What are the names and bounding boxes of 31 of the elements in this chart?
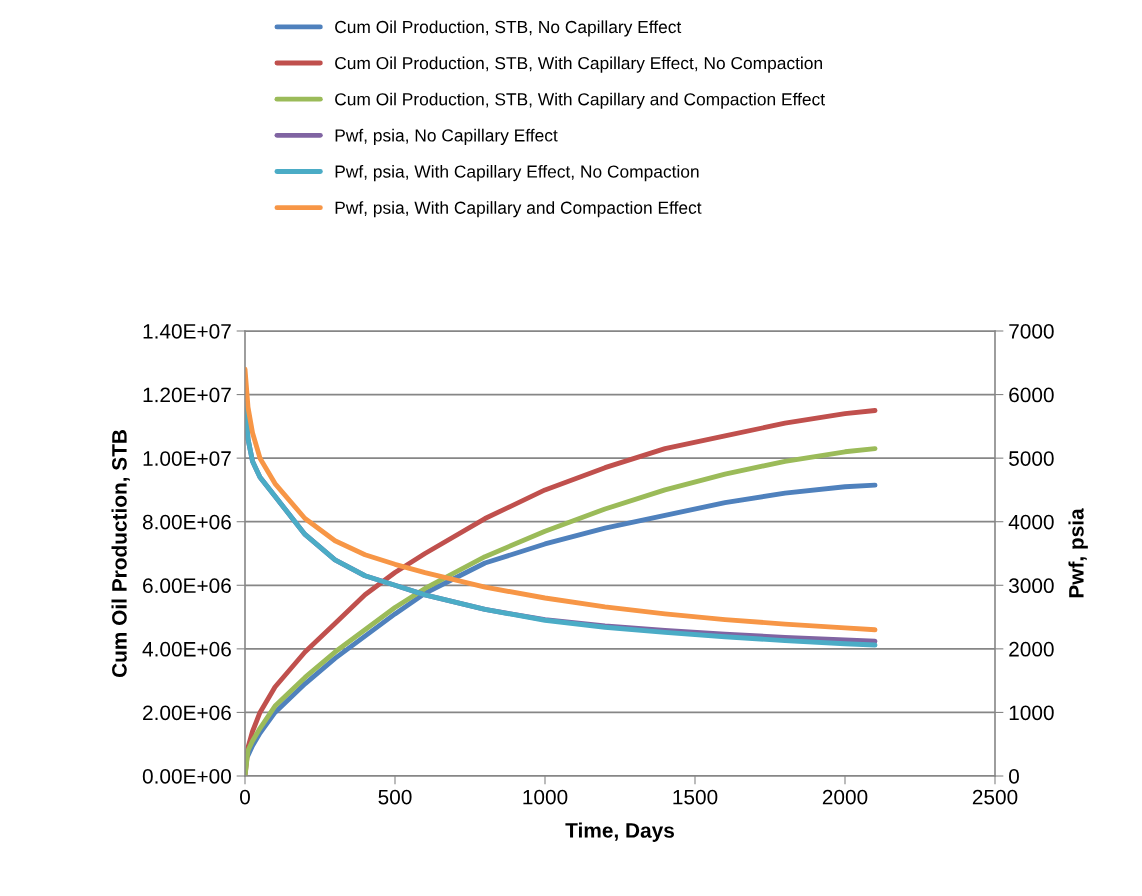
legend-label: Cum Oil Production, STB, No Capillary Effect (335, 20, 682, 37)
y-tick-label: 1.00E+07 (143, 451, 231, 466)
y-tick-label: 8.00E+06 (142, 514, 231, 530)
y-tick-label: 6.00E+06 (143, 578, 231, 594)
y-axis-title: Cum Oil Production, STB (111, 430, 130, 678)
x-tick-label: 500 (378, 789, 412, 805)
x-tick-label: 2500 (972, 789, 1018, 805)
y2-tick-label: 1000 (1009, 705, 1054, 721)
x-tick-label: 1500 (673, 789, 718, 805)
legend-label: Cum Oil Production, STB, With Capillary and Compaction Effect (335, 92, 825, 109)
y2-tick-label: 6000 (1009, 387, 1054, 403)
y2-tick-label: 2000 (1009, 641, 1054, 657)
y2-tick-label: 4000 (1008, 514, 1054, 530)
x-tick-label: 1000 (523, 789, 568, 805)
x-axis-title: Time, Days (565, 822, 674, 842)
y-tick-label: 4.00E+06 (142, 641, 231, 657)
y2-tick-label: 0 (1009, 769, 1019, 784)
y-tick-label: 1.20E+07 (143, 387, 231, 403)
y-tick-label: 1.40E+07 (143, 324, 231, 339)
y2-tick-label: 7000 (1009, 324, 1054, 339)
y-tick-label: 2.00E+06 (143, 705, 231, 721)
y2-axis-title: Pwf, psia (1068, 508, 1088, 598)
legend-label: Pwf, psia, With Capillary Effect, No Compaction (335, 164, 699, 182)
x-tick-label: 0 (240, 789, 250, 805)
legend-label: Cum Oil Production, STB, With Capillary Effect, No Compaction (335, 56, 822, 73)
y2-tick-label: 5000 (1009, 451, 1054, 466)
legend-label: Pwf, psia, No Capillary Effect (335, 128, 558, 146)
y-tick-label: 0.00E+00 (142, 769, 231, 784)
x-tick-label: 2000 (822, 789, 868, 805)
legend-label: Pwf, psia, With Capillary and Compaction Effect (335, 201, 702, 218)
y2-tick-label: 3000 (1008, 578, 1054, 594)
